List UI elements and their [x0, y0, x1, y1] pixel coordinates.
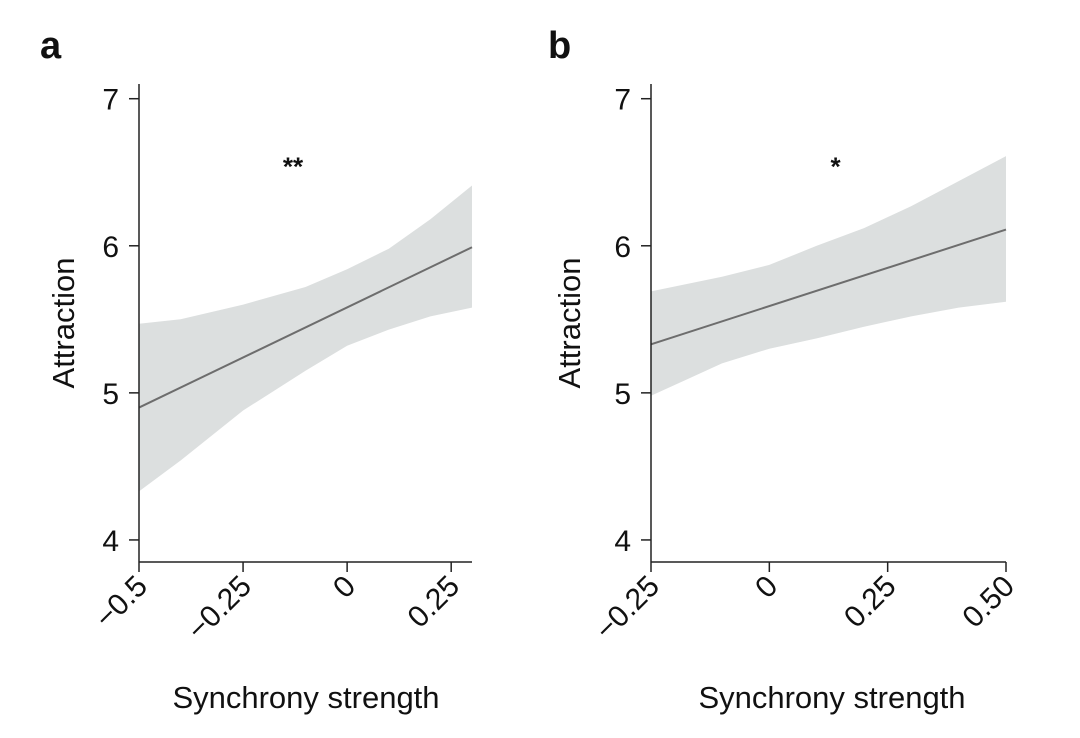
panel-b-confidence-band [651, 156, 1006, 396]
panel-a-x-tick-label: 0 [327, 570, 362, 605]
panel-a-x-tick-label: −0.5 [89, 570, 154, 635]
panel-a-y-tick-label: 7 [102, 84, 119, 117]
panel-b-y-tick-label: 7 [614, 84, 631, 117]
panel-b-letter: b [548, 25, 571, 67]
panel-b-x-axis-title: Synchrony strength [698, 680, 965, 715]
panel-b-x-tick-label: 0.50 [956, 570, 1021, 635]
panel-b-fit-line [650, 228, 1007, 346]
panel-a-y-axis-title: Attraction [46, 258, 81, 389]
panel-b-significance-label: * [831, 152, 842, 182]
panel-b: b 4 5 6 7 −0.25 0 0.25 0.50 Attraction Synchrony s… [548, 25, 1021, 715]
panel-a-y-tick-label: 6 [102, 231, 119, 264]
panel-b-x-tick-label: 0 [749, 570, 784, 605]
panel-b-y-axis-title: Attraction [552, 258, 587, 389]
panel-b-y-tick-label: 4 [614, 525, 631, 558]
panel-b-x-tick-label: 0.25 [838, 570, 903, 635]
panel-b-y-tick-label: 5 [614, 378, 631, 411]
panel-a-y-tick-label: 5 [102, 378, 119, 411]
panel-b-x-tick-label: −0.25 [589, 570, 666, 647]
panel-b-y-tick-label: 6 [614, 231, 631, 264]
panel-a-significance-label: ** [283, 152, 304, 182]
panel-a-x-tick-label: −0.25 [181, 570, 258, 647]
panel-a-y-tick-label: 4 [102, 525, 119, 558]
panel-a-x-tick-label: 0.25 [402, 570, 467, 635]
panel-a-confidence-band [139, 185, 472, 492]
panel-a-letter: a [40, 25, 62, 67]
panel-a-fit-line [138, 246, 473, 409]
panel-a-x-axis-title: Synchrony strength [172, 680, 439, 715]
panel-a: a 4 5 6 7 −0.5 −0.25 0 0.25 Attraction Synchrony s… [40, 25, 473, 715]
